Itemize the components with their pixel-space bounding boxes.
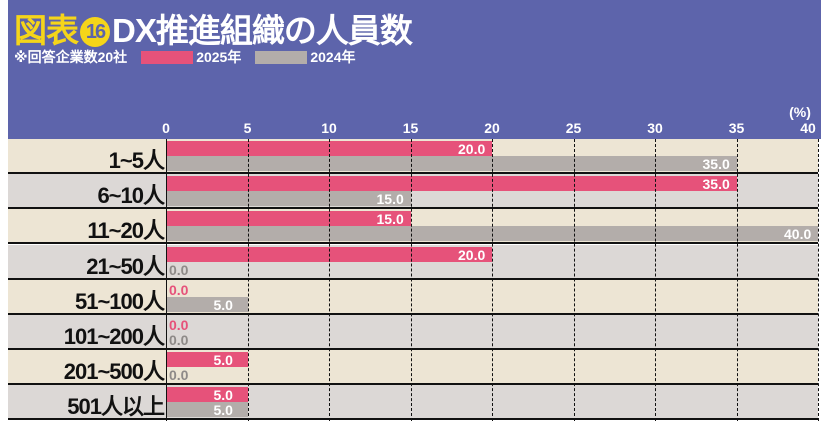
plot-area: 1~5人 20.0 35.0 6~10人 35.0 15.0 11~20人 15.0 40.0 2… bbox=[8, 139, 821, 421]
legend-label-2024: 2024年 bbox=[310, 49, 356, 65]
value-label: 0.0 bbox=[169, 261, 189, 278]
value-label: 0.0 bbox=[169, 317, 189, 333]
category-row: 501人以上 5.0 5.0 bbox=[8, 385, 818, 421]
bar-2024-4 bbox=[166, 296, 248, 312]
value-label: 5.0 bbox=[213, 352, 233, 369]
category-label: 101~200人 bbox=[63, 324, 165, 349]
x-tick-label: 0 bbox=[162, 120, 170, 136]
bar-2025-1 bbox=[166, 176, 737, 192]
gridline bbox=[492, 139, 493, 421]
bar-2025-6 bbox=[166, 352, 248, 368]
value-label: 5.0 bbox=[213, 296, 233, 313]
value-label: 0.0 bbox=[169, 281, 189, 298]
x-tick-label: 15 bbox=[402, 120, 419, 136]
x-tick-label: 30 bbox=[647, 120, 663, 136]
legend-label-2025: 2025年 bbox=[196, 49, 242, 65]
gridline bbox=[329, 139, 330, 421]
gridline bbox=[166, 139, 167, 421]
x-tick-label: 40 bbox=[800, 120, 816, 136]
category-label: 21~50人 bbox=[86, 253, 165, 279]
gridline bbox=[410, 139, 412, 421]
category-row: 1~5人 20.0 35.0 bbox=[8, 139, 818, 174]
legend: ※回答企業数20社 2025年 2024年 bbox=[14, 47, 356, 67]
gridline bbox=[573, 139, 575, 421]
gridline bbox=[818, 139, 819, 421]
x-tick-label: 20 bbox=[484, 120, 500, 136]
gridline bbox=[655, 139, 656, 421]
x-tick-label: 35 bbox=[728, 120, 745, 136]
value-label: 15.0 bbox=[376, 211, 404, 228]
value-label: 35.0 bbox=[702, 156, 730, 172]
category-label: 11~20人 bbox=[87, 218, 165, 244]
category-label: 1~5人 bbox=[108, 148, 165, 173]
value-label: 5.0 bbox=[213, 402, 233, 419]
bar-2024-1 bbox=[166, 191, 411, 207]
category-row: 11~20人 15.0 40.0 bbox=[8, 209, 818, 245]
category-row: 51~100人 0.0 5.0 bbox=[8, 279, 818, 315]
legend-swatch-2025 bbox=[141, 50, 194, 64]
bar-2024-0 bbox=[166, 156, 737, 171]
value-label: 5.0 bbox=[213, 387, 233, 404]
unit-label: (%) bbox=[789, 104, 811, 120]
title-text: DX推進組織の人員数 bbox=[112, 12, 413, 49]
value-label: 40.0 bbox=[784, 226, 812, 243]
category-label: 51~100人 bbox=[74, 288, 165, 314]
value-label: 0.0 bbox=[169, 367, 189, 384]
gridline bbox=[247, 139, 249, 421]
respondent-note: ※回答企業数20社 bbox=[14, 49, 128, 65]
value-label: 20.0 bbox=[458, 246, 486, 263]
category-row: 101~200人 0.0 0.0 bbox=[8, 315, 818, 350]
category-row: 21~50人 20.0 0.0 bbox=[8, 244, 818, 280]
chart-title: 図表 16 DX推進組織の人員数 bbox=[14, 4, 413, 52]
value-label: 35.0 bbox=[702, 176, 730, 193]
value-label: 20.0 bbox=[458, 141, 486, 157]
x-tick-label: 25 bbox=[565, 120, 582, 136]
category-label: 6~10人 bbox=[97, 183, 165, 209]
figure-label: 図表 bbox=[14, 12, 79, 49]
legend-swatch-2024 bbox=[255, 50, 308, 64]
category-row: 6~10人 35.0 15.0 bbox=[8, 174, 818, 210]
bar-2025-7 bbox=[166, 387, 248, 403]
figure-number: 16 bbox=[80, 17, 110, 47]
bar-2025-2 bbox=[166, 211, 411, 227]
category-label: 201~500人 bbox=[63, 359, 165, 385]
category-label: 501人以上 bbox=[67, 394, 165, 420]
value-label: 15.0 bbox=[376, 191, 404, 208]
chart-header: 図表 16 DX推進組織の人員数 ※回答企業数20社 2025年 2024年 (%) bbox=[8, 0, 821, 139]
x-tick-label: 10 bbox=[321, 120, 337, 136]
gridline bbox=[736, 139, 738, 421]
category-row: 201~500人 5.0 0.0 bbox=[8, 350, 818, 386]
chart-figure: 図表 16 DX推進組織の人員数 ※回答企業数20社 2025年 2024年 (%)… bbox=[8, 0, 821, 426]
bar-2024-7 bbox=[166, 402, 248, 418]
value-label: 0.0 bbox=[169, 332, 189, 348]
x-tick-label: 5 bbox=[243, 120, 252, 136]
